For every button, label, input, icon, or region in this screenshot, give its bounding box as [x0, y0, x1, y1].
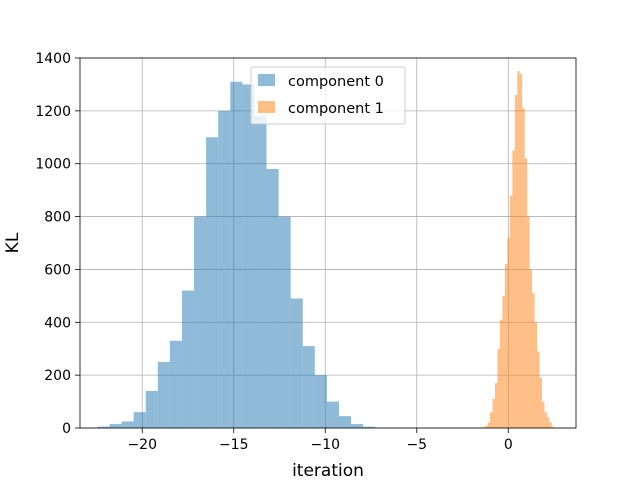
- histogram-bar-component-0: [109, 424, 122, 428]
- histogram-bar-component-0: [97, 426, 110, 428]
- y-tick-label: 1400: [35, 51, 71, 67]
- histogram-bar-component-1: [524, 158, 528, 428]
- histogram-bar-component-1: [527, 216, 530, 428]
- histogram-bar-component-1: [492, 398, 496, 428]
- x-tick-label: −20: [127, 437, 157, 453]
- histogram-bar-component-1: [499, 319, 503, 428]
- histogram-bar-component-1: [495, 383, 498, 428]
- histogram-bar-component-0: [133, 412, 146, 428]
- y-tick-label: 600: [44, 262, 71, 278]
- histogram-bar-component-1: [529, 269, 533, 428]
- x-tick-label: −10: [310, 437, 340, 453]
- histogram-bar-component-1: [539, 377, 542, 428]
- x-tick-label: −15: [219, 437, 249, 453]
- histogram-bar-component-1: [522, 108, 525, 428]
- histogram-bar-component-0: [121, 421, 134, 428]
- histogram-bar-component-1: [509, 195, 513, 428]
- legend-swatch-component-1: [258, 101, 275, 113]
- histogram-bar-component-1: [546, 417, 550, 428]
- histogram-bar-component-1: [541, 401, 545, 428]
- histogram-bar-component-1: [512, 150, 515, 428]
- histogram-bar-component-1: [487, 422, 491, 428]
- legend: component 0 component 1: [250, 66, 406, 125]
- y-tick-label: 200: [44, 368, 71, 384]
- x-tick-label: 0: [504, 437, 513, 453]
- legend-swatch-component-0: [258, 74, 275, 86]
- histogram-bar-component-0: [145, 391, 158, 428]
- x-axis-ticks: −20 −15 −10 −5 0: [127, 428, 513, 453]
- histogram-bar-component-0: [230, 81, 243, 429]
- histogram-bar-component-1: [519, 73, 523, 428]
- histogram-bar-component-1: [551, 426, 555, 428]
- histogram-bar-component-1: [544, 412, 547, 428]
- histogram-bar-component-1: [549, 422, 552, 428]
- y-axis-ticks: 0 200 400 600 800 1000 1200 1400: [35, 51, 80, 437]
- y-tick-label: 800: [44, 210, 71, 226]
- histogram-bar-component-1: [497, 348, 500, 428]
- legend-label-component-0: component 0: [288, 74, 384, 90]
- histogram-bar-component-1: [532, 293, 535, 428]
- histogram-bar-component-0: [194, 216, 207, 428]
- histogram-bar-component-1: [504, 264, 508, 428]
- histogram-bar-component-0: [218, 110, 231, 428]
- y-tick-label: 1000: [35, 157, 71, 173]
- x-tick-label: −5: [406, 437, 427, 453]
- histogram-bar-component-0: [314, 375, 327, 428]
- y-tick-label: 400: [44, 315, 71, 331]
- histogram-bar-component-0: [290, 298, 303, 428]
- histogram-bar-component-0: [326, 401, 339, 428]
- histogram-bar-component-0: [169, 340, 182, 428]
- histogram-bar-component-0: [157, 361, 170, 428]
- histogram-bar-component-0: [278, 216, 291, 428]
- y-tick-label: 0: [62, 421, 71, 437]
- histogram-bars: [97, 71, 555, 429]
- histogram-bar-component-0: [242, 84, 255, 428]
- histogram-bar-component-0: [302, 346, 315, 428]
- histogram-bar-component-1: [514, 95, 518, 428]
- histogram-bar-component-1: [534, 322, 538, 428]
- histogram-bar-component-1: [537, 351, 540, 428]
- histogram-bar-component-0: [363, 426, 376, 428]
- histogram-bar-component-0: [254, 116, 267, 429]
- legend-box: [250, 66, 406, 125]
- histogram-bar-component-0: [351, 424, 364, 428]
- x-axis-label: iteration: [292, 461, 364, 480]
- y-tick-label: 1200: [35, 104, 71, 120]
- histogram-bar-component-0: [338, 416, 352, 428]
- histogram-bar-component-1: [517, 71, 520, 428]
- plot-frame: [79, 57, 577, 429]
- histogram-bar-component-0: [206, 137, 219, 429]
- histogram-bar-component-1: [507, 237, 510, 428]
- y-axis-label: KL: [3, 232, 23, 253]
- histogram-bar-component-1: [502, 295, 505, 428]
- histogram-bar-component-1: [485, 425, 488, 428]
- histogram-bar-component-1: [490, 412, 493, 428]
- histogram-bar-component-0: [181, 290, 195, 428]
- legend-label-component-1: component 1: [288, 101, 384, 117]
- histogram-bar-component-0: [266, 169, 279, 428]
